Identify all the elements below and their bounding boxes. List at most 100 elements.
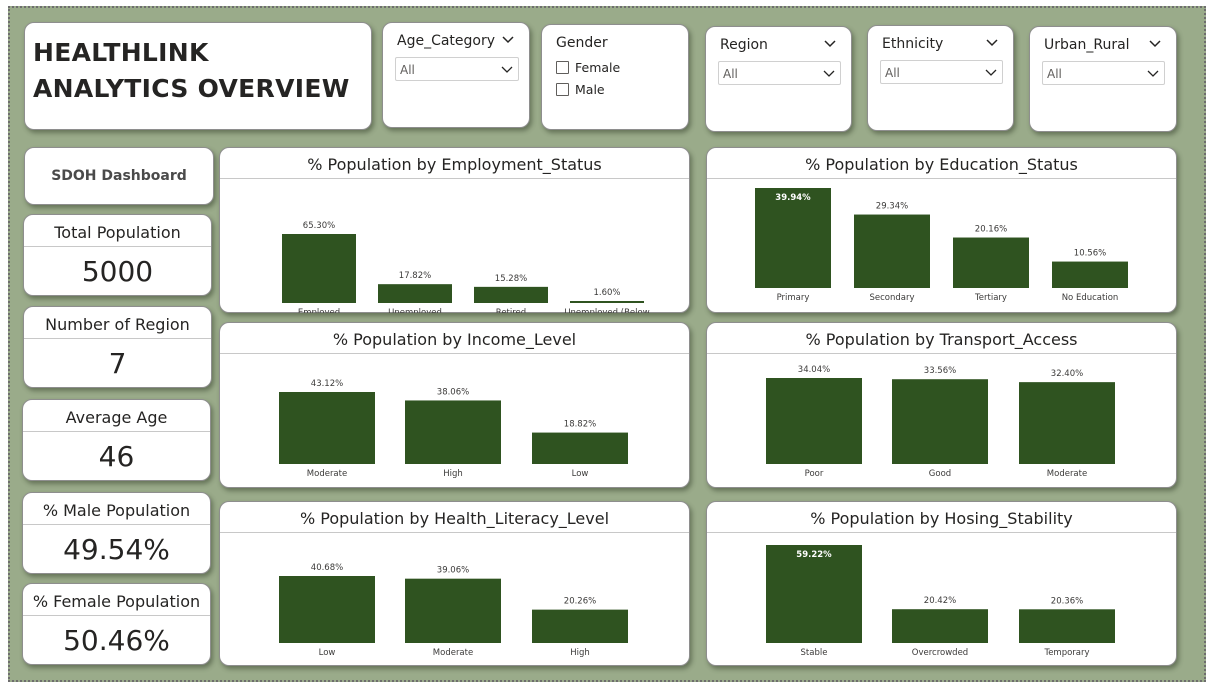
chevron-down-icon: [984, 66, 998, 80]
kpi-value: 49.54%: [23, 533, 210, 566]
chart-title: % Population by Transport_Access: [707, 330, 1176, 349]
chevron-down-icon[interactable]: [985, 36, 999, 50]
data-label: 29.34%: [876, 202, 908, 212]
chevron-down-icon[interactable]: [823, 37, 837, 51]
bar-tertiary[interactable]: [953, 238, 1029, 288]
chevron-down-icon[interactable]: [501, 33, 515, 47]
bar-low[interactable]: [532, 433, 628, 464]
average-age-card: Average Age 46: [22, 399, 211, 481]
title-card: HEALTHLINK ANALYTICS OVERVIEW: [24, 22, 372, 130]
income-level-chart: % Population by Income_Level 43.12% Moder…: [219, 322, 690, 488]
data-label: 59.22%: [796, 550, 832, 560]
education-bar-chart: 39.94% Primary 29.34% Secondary 20.16% Tertia…: [707, 179, 1178, 313]
bar-good[interactable]: [892, 379, 988, 464]
x-axis-label: Retired: [496, 308, 526, 313]
ethnicity-slicer[interactable]: Ethnicity All: [867, 25, 1014, 131]
kpi-divider: [23, 615, 210, 616]
data-label: 20.42%: [924, 596, 956, 606]
bar-moderate[interactable]: [279, 392, 375, 464]
bar-temporary[interactable]: [1019, 609, 1115, 643]
health-literacy-bar-chart: 40.68%Low39.06%Moderate20.26%High: [220, 533, 691, 666]
data-label: 20.26%: [564, 597, 596, 607]
dropdown-value: All: [1047, 67, 1062, 81]
kpi-divider: [23, 524, 210, 525]
transport-bar-chart: 34.04% Poor 33.56% Good 32.40% Moderate: [707, 354, 1178, 488]
data-label: 33.56%: [924, 366, 956, 376]
bar-unemployed-below-working-age-[interactable]: [570, 301, 644, 303]
dropdown-value: All: [400, 63, 415, 77]
bar-low[interactable]: [279, 576, 375, 643]
bar-no-education[interactable]: [1052, 262, 1128, 288]
age-category-slicer[interactable]: Age_Category All: [382, 22, 530, 128]
data-label: 39.06%: [437, 566, 469, 576]
kpi-divider: [24, 246, 211, 247]
kpi-divider: [23, 431, 210, 432]
housing-stability-chart: % Population by Hosing_Stability 59.22% S…: [706, 501, 1177, 666]
income-bar-chart: 43.12%Moderate38.06%High18.82%Low: [220, 354, 691, 488]
bar-moderate[interactable]: [1019, 382, 1115, 464]
bar-employed[interactable]: [282, 234, 356, 303]
checkbox-label: Male: [575, 82, 605, 97]
number-of-region-card: Number of Region 7: [23, 306, 212, 388]
data-label: 18.82%: [564, 420, 596, 430]
x-axis-label: Moderate: [307, 469, 347, 479]
bar-secondary[interactable]: [854, 215, 930, 288]
x-axis-label: Overcrowded: [912, 648, 968, 658]
ethnicity-dropdown[interactable]: All: [880, 60, 1003, 84]
bar-poor[interactable]: [766, 378, 862, 464]
page-title: HEALTHLINK ANALYTICS OVERVIEW: [33, 35, 363, 107]
checkbox[interactable]: [556, 83, 569, 96]
urban-rural-dropdown[interactable]: All: [1042, 61, 1165, 85]
data-label: 10.56%: [1074, 249, 1106, 259]
data-label: 17.82%: [399, 271, 431, 281]
employment-status-chart: % Population by Employment_Status 65.30%…: [219, 147, 690, 313]
female-population-card: % Female Population 50.46%: [22, 583, 211, 665]
chevron-down-icon[interactable]: [1148, 37, 1162, 51]
x-axis-label: Moderate: [1047, 469, 1087, 479]
region-slicer[interactable]: Region All: [705, 26, 852, 132]
x-axis-label: Good: [929, 469, 951, 479]
x-axis-label: High: [570, 648, 590, 658]
gender-slicer[interactable]: Gender Female Male: [541, 24, 689, 130]
checkbox[interactable]: [556, 61, 569, 74]
chart-title: % Population by Employment_Status: [220, 155, 689, 174]
chart-title: % Population by Hosing_Stability: [707, 509, 1176, 528]
bar-overcrowded[interactable]: [892, 609, 988, 643]
kpi-divider: [24, 338, 211, 339]
bar-retired[interactable]: [474, 287, 548, 303]
gender-option-female[interactable]: Female: [556, 58, 620, 76]
male-population-card: % Male Population 49.54%: [22, 492, 211, 574]
transport-access-chart: % Population by Transport_Access 34.04% P…: [706, 322, 1177, 488]
chart-title: % Population by Health_Literacy_Level: [220, 509, 689, 528]
kpi-value: 50.46%: [23, 624, 210, 657]
dropdown-value: All: [723, 67, 738, 81]
chart-title: % Population by Education_Status: [707, 155, 1176, 174]
urban-rural-slicer[interactable]: Urban_Rural All: [1029, 26, 1177, 132]
x-axis-label: Poor: [805, 469, 824, 479]
total-population-card: Total Population 5000: [23, 214, 212, 296]
x-axis-label: Secondary: [869, 293, 914, 303]
x-axis-label: Moderate: [433, 648, 473, 658]
data-label: 32.40%: [1051, 369, 1083, 379]
bar-high[interactable]: [405, 400, 501, 464]
slicer-title: Ethnicity: [882, 36, 943, 52]
checkbox-label: Female: [575, 60, 620, 75]
bar-moderate[interactable]: [405, 579, 501, 643]
bar-high[interactable]: [532, 610, 628, 643]
age-category-dropdown[interactable]: All: [395, 57, 519, 81]
data-label: 43.12%: [311, 379, 343, 389]
gender-option-male[interactable]: Male: [556, 80, 605, 98]
bar-primary[interactable]: [755, 188, 831, 288]
kpi-title: Total Population: [24, 223, 211, 242]
bar-unemployed[interactable]: [378, 284, 452, 303]
x-axis-label: Low: [572, 469, 589, 479]
kpi-title: Average Age: [23, 408, 210, 427]
chevron-down-icon: [500, 63, 514, 77]
region-dropdown[interactable]: All: [718, 61, 841, 85]
x-axis-label: Unemployed: [388, 308, 442, 313]
x-axis-label: Low: [319, 648, 336, 658]
slicer-title: Urban_Rural: [1044, 37, 1130, 53]
kpi-value: 7: [24, 347, 211, 380]
x-axis-label: Tertiary: [974, 293, 1007, 303]
x-axis-label: Unemployed (Below: [564, 308, 649, 313]
